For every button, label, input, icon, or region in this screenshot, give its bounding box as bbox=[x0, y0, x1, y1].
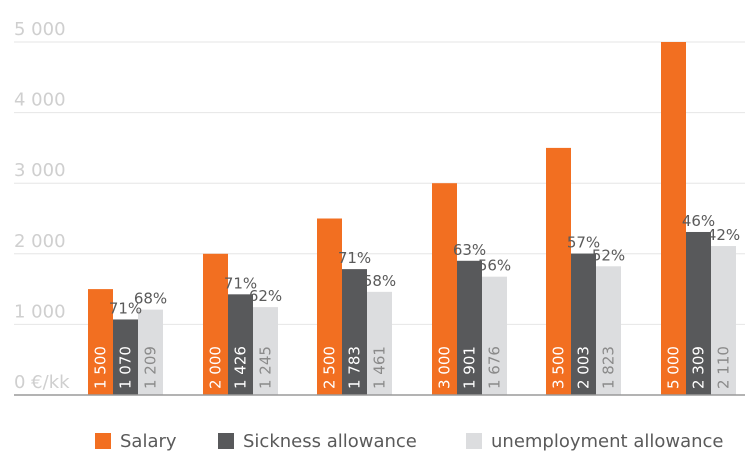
salary-value-label: 2 500 bbox=[321, 346, 339, 389]
salary-bar bbox=[432, 183, 457, 395]
sickness-allowance-percent-label: 57% bbox=[567, 234, 600, 252]
sickness-allowance-value-label: 2 003 bbox=[575, 346, 593, 389]
sickness-allowance-percent-label: 71% bbox=[224, 274, 257, 292]
unemployment-allowance-value-label: 1 823 bbox=[600, 346, 618, 389]
salary-value-label: 5 000 bbox=[665, 346, 683, 389]
legend-swatch-sickness-allowance bbox=[218, 433, 234, 449]
legend-item-sickness-allowance: Sickness allowance bbox=[218, 428, 417, 454]
salary-value-label: 3 500 bbox=[550, 346, 568, 389]
legend-item-unemployment-allowance: unemployment allowance bbox=[466, 428, 724, 454]
unemployment-allowance-percent-label: 62% bbox=[249, 287, 282, 305]
unemployment-allowance-bar bbox=[482, 276, 507, 395]
salary-bar bbox=[317, 218, 342, 395]
unemployment-allowance-percent-label: 52% bbox=[592, 246, 625, 264]
sickness-allowance-value-label: 1 901 bbox=[461, 346, 479, 389]
legend-item-salary: Salary bbox=[95, 428, 177, 454]
sickness-allowance-value-label: 1 783 bbox=[346, 346, 364, 389]
legend-swatch-unemployment-allowance bbox=[466, 433, 482, 449]
legend-label-sickness-allowance: Sickness allowance bbox=[243, 430, 417, 452]
sickness-allowance-bar bbox=[228, 294, 253, 395]
y-tick-label: 4 000 bbox=[14, 90, 66, 111]
bars bbox=[88, 42, 736, 395]
unemployment-allowance-bar bbox=[253, 307, 278, 395]
data-labels: 1 500 2 000 2 500 3 000 3 500 5 000 1 070 71% 1 … bbox=[92, 212, 741, 389]
salary-value-label: 1 500 bbox=[92, 346, 110, 389]
sickness-allowance-bar bbox=[457, 260, 482, 395]
legend-label-salary: Salary bbox=[120, 430, 177, 452]
legend: Salary Sickness allowance unemployment a… bbox=[0, 428, 745, 454]
y-axis-tick-labels: 0 €/kk 1 000 2 000 3 000 4 000 5 000 bbox=[14, 19, 70, 393]
salary-bar bbox=[88, 289, 113, 395]
unemployment-allowance-value-label: 1 209 bbox=[142, 346, 160, 389]
sickness-allowance-percent-label: 63% bbox=[453, 241, 486, 259]
unemployment-allowance-value-label: 2 110 bbox=[715, 346, 733, 389]
salary-bar bbox=[203, 253, 228, 395]
salary-bar bbox=[546, 147, 571, 395]
salary-bar bbox=[661, 42, 686, 395]
sickness-allowance-percent-label: 46% bbox=[682, 212, 715, 230]
unemployment-allowance-percent-label: 68% bbox=[134, 290, 167, 308]
unemployment-allowance-value-label: 1 461 bbox=[371, 346, 389, 389]
y-tick-label: 0 €/kk bbox=[14, 372, 70, 393]
y-tick-label: 1 000 bbox=[14, 301, 66, 322]
y-tick-label: 5 000 bbox=[14, 19, 66, 40]
gridlines bbox=[14, 41, 745, 325]
unemployment-allowance-value-label: 1 245 bbox=[257, 346, 275, 389]
unemployment-allowance-value-label: 1 676 bbox=[486, 346, 504, 389]
unemployment-allowance-percent-label: 42% bbox=[707, 226, 740, 244]
salary-value-label: 3 000 bbox=[436, 346, 454, 389]
sickness-allowance-value-label: 1 070 bbox=[117, 346, 135, 389]
sickness-allowance-value-label: 1 426 bbox=[232, 346, 250, 389]
unemployment-allowance-bar bbox=[138, 309, 163, 395]
unemployment-allowance-percent-label: 58% bbox=[363, 272, 396, 290]
sickness-allowance-value-label: 2 309 bbox=[690, 346, 708, 389]
unemployment-allowance-bar bbox=[711, 246, 736, 395]
sickness-allowance-bar bbox=[686, 231, 711, 395]
y-tick-label: 3 000 bbox=[14, 160, 66, 181]
unemployment-allowance-bar bbox=[367, 291, 392, 395]
sickness-allowance-bar bbox=[113, 319, 138, 395]
sickness-allowance-percent-label: 71% bbox=[109, 299, 142, 317]
unemployment-allowance-bar bbox=[596, 266, 621, 395]
legend-swatch-salary bbox=[95, 433, 111, 449]
legend-label-unemployment-allowance: unemployment allowance bbox=[491, 430, 724, 452]
sickness-allowance-bar bbox=[571, 253, 596, 395]
sickness-allowance-bar bbox=[342, 269, 367, 395]
sickness-allowance-percent-label: 71% bbox=[338, 249, 371, 267]
unemployment-allowance-percent-label: 56% bbox=[478, 257, 511, 275]
y-tick-label: 2 000 bbox=[14, 231, 66, 252]
salary-value-label: 2 000 bbox=[207, 346, 225, 389]
bar-chart: 0 €/kk 1 000 2 000 3 000 4 000 5 000 1 500 2 0… bbox=[14, 19, 745, 396]
